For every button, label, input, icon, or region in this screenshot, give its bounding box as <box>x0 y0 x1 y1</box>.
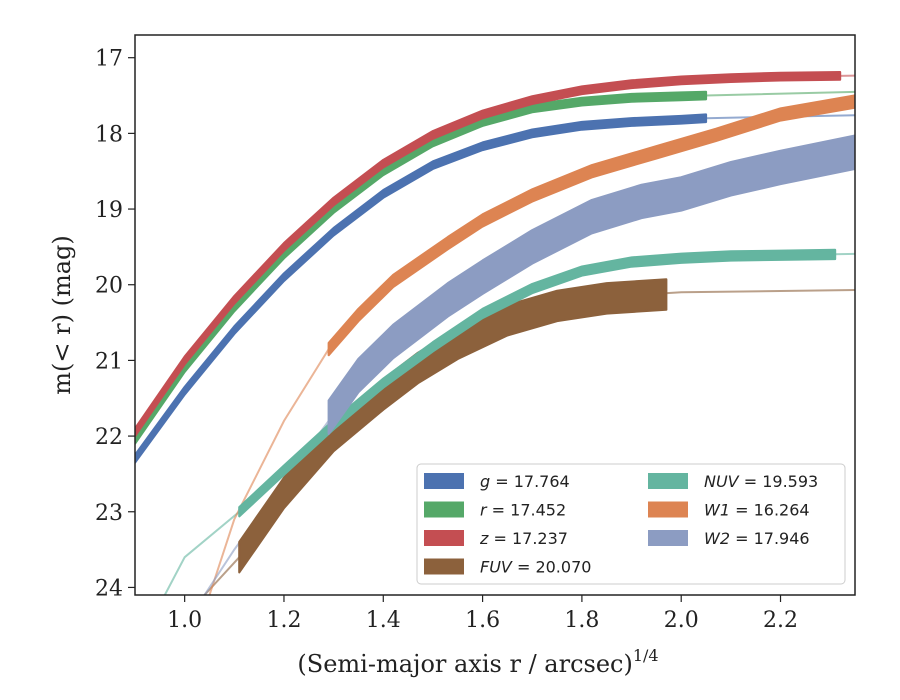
y-axis-ticks: 17 18 19 20 21 22 23 24 <box>95 47 135 601</box>
x-tick-label: 2.2 <box>763 608 798 633</box>
y-axis-label: m(< r) (mag) <box>48 235 76 394</box>
legend-series-name: W1 <box>704 501 730 520</box>
x-axis-ticks: 1.0 1.2 1.4 1.6 1.8 2.0 2.2 <box>167 595 798 633</box>
y-tick-label: 21 <box>95 349 123 374</box>
legend-swatch-w2 <box>648 530 688 546</box>
plot-frame <box>134 34 856 596</box>
x-tick-label: 1.4 <box>366 608 401 633</box>
legend-equals-sign: = <box>490 472 514 491</box>
legend-equals-sign: = <box>730 501 754 520</box>
y-tick-label: 22 <box>95 425 123 450</box>
legend-entry-fuv: FUV = 20.070 <box>480 558 591 577</box>
legend-series-value: 19.593 <box>762 472 818 491</box>
legend-series-value: 16.264 <box>754 501 810 520</box>
legend-series-name: NUV <box>704 472 740 491</box>
legend-swatch-r <box>424 501 464 518</box>
legend: g = 17.764 r = 17.452 z = 17.237 FUV = 20.0… <box>416 463 846 585</box>
y-tick-label: 17 <box>95 47 123 72</box>
legend-equals-sign: = <box>488 529 512 548</box>
series-g-data-band <box>135 113 708 464</box>
legend-box <box>416 463 846 585</box>
legend-equals-sign: = <box>739 472 763 491</box>
x-axis-label: (Semi-major axis r / arcsec)1/4 <box>297 646 658 678</box>
series-w1-data-band <box>327 94 855 357</box>
x-tick-label: 1.6 <box>465 608 500 633</box>
legend-series-name: z <box>479 529 489 548</box>
series-w2-data-band <box>327 134 855 435</box>
legend-entry-w2: W2 = 17.946 <box>704 529 810 548</box>
legend-entry-z: z = 17.237 <box>479 529 568 548</box>
legend-swatch-z <box>424 530 464 546</box>
series-z-data-band <box>135 71 842 438</box>
x-tick-label: 1.8 <box>564 608 599 633</box>
legend-equals-sign: = <box>730 529 754 548</box>
legend-swatch-fuv <box>424 558 464 575</box>
x-tick-label: 2.0 <box>664 608 699 633</box>
legend-entry-nuv: NUV = 19.593 <box>704 472 818 491</box>
legend-equals-sign: = <box>487 501 511 520</box>
legend-series-value: 17.452 <box>510 501 566 520</box>
legend-series-name: FUV <box>480 558 513 577</box>
plot-area <box>135 71 855 595</box>
y-tick-label: 20 <box>95 274 123 299</box>
legend-entry-w1: W1 = 16.264 <box>704 501 810 520</box>
x-tick-label: 1.2 <box>266 608 301 633</box>
legend-swatch-g <box>424 473 464 489</box>
y-tick-label: 18 <box>95 122 123 147</box>
legend-entry-g: g = 17.764 <box>480 472 570 491</box>
y-tick-label: 23 <box>95 501 123 526</box>
x-axis-label-text: (Semi-major axis r / arcsec) <box>297 650 632 678</box>
y-tick-label: 19 <box>95 198 123 223</box>
legend-series-value: 20.070 <box>535 558 591 577</box>
legend-swatch-w1 <box>648 501 688 518</box>
legend-series-value: 17.237 <box>512 529 568 548</box>
legend-series-name: W2 <box>704 529 730 548</box>
legend-equals-sign: = <box>512 558 536 577</box>
x-axis-label-exponent: 1/4 <box>633 646 659 665</box>
series-nuv-data-band <box>238 248 837 518</box>
series-r-model-line <box>705 90 855 97</box>
legend-series-name: g <box>480 472 490 491</box>
legend-series-value: 17.764 <box>514 472 570 491</box>
legend-entry-r: r = 17.452 <box>480 501 566 520</box>
legend-series-name: r <box>480 501 488 520</box>
legend-series-value: 17.946 <box>754 529 810 548</box>
legend-swatch-nuv <box>648 473 688 489</box>
x-tick-label: 1.0 <box>167 608 202 633</box>
y-tick-label: 24 <box>95 576 123 601</box>
